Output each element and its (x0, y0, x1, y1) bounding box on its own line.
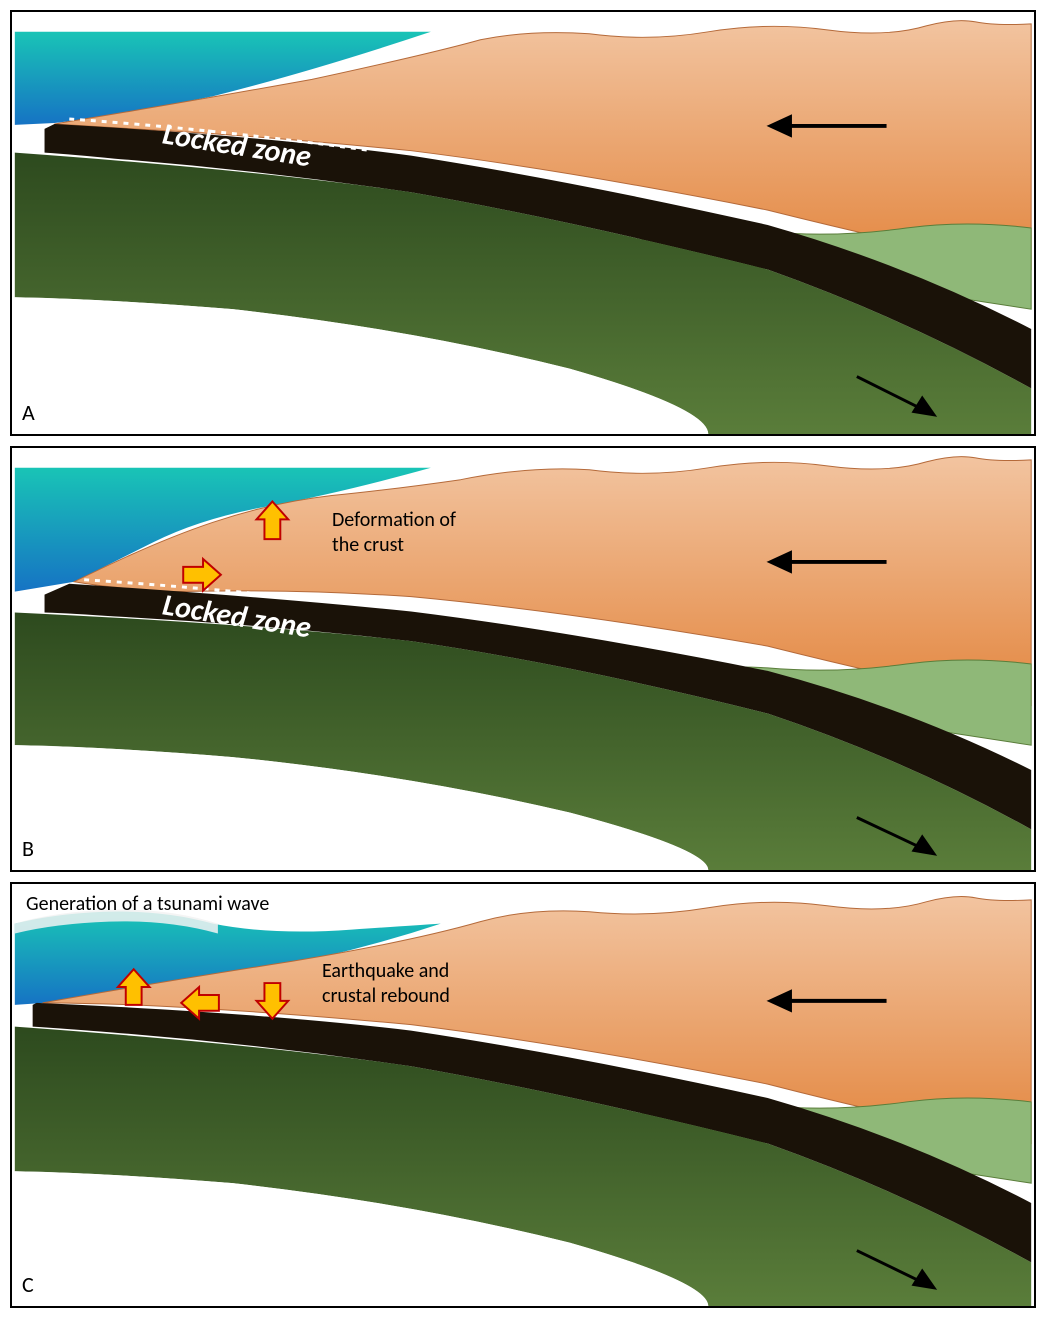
panel-a-label: A (22, 399, 35, 426)
rebound-annotation: Earthquake andcrustal rebound (322, 959, 450, 1009)
tsunami-label: Generation of a tsunami wave (26, 892, 269, 916)
panel-b-svg (12, 448, 1034, 870)
panel-a-svg (12, 12, 1034, 434)
panel-a: Locked zone A (10, 10, 1036, 436)
panel-b-label: B (22, 835, 34, 862)
panel-b: Locked zone Deformation ofthe crust B (10, 446, 1036, 872)
panel-c-svg (12, 884, 1034, 1306)
panel-c: Generation of a tsunami wave Earthquake … (10, 882, 1036, 1308)
panel-c-label: C (22, 1271, 34, 1298)
deformation-annotation: Deformation ofthe crust (332, 508, 456, 558)
